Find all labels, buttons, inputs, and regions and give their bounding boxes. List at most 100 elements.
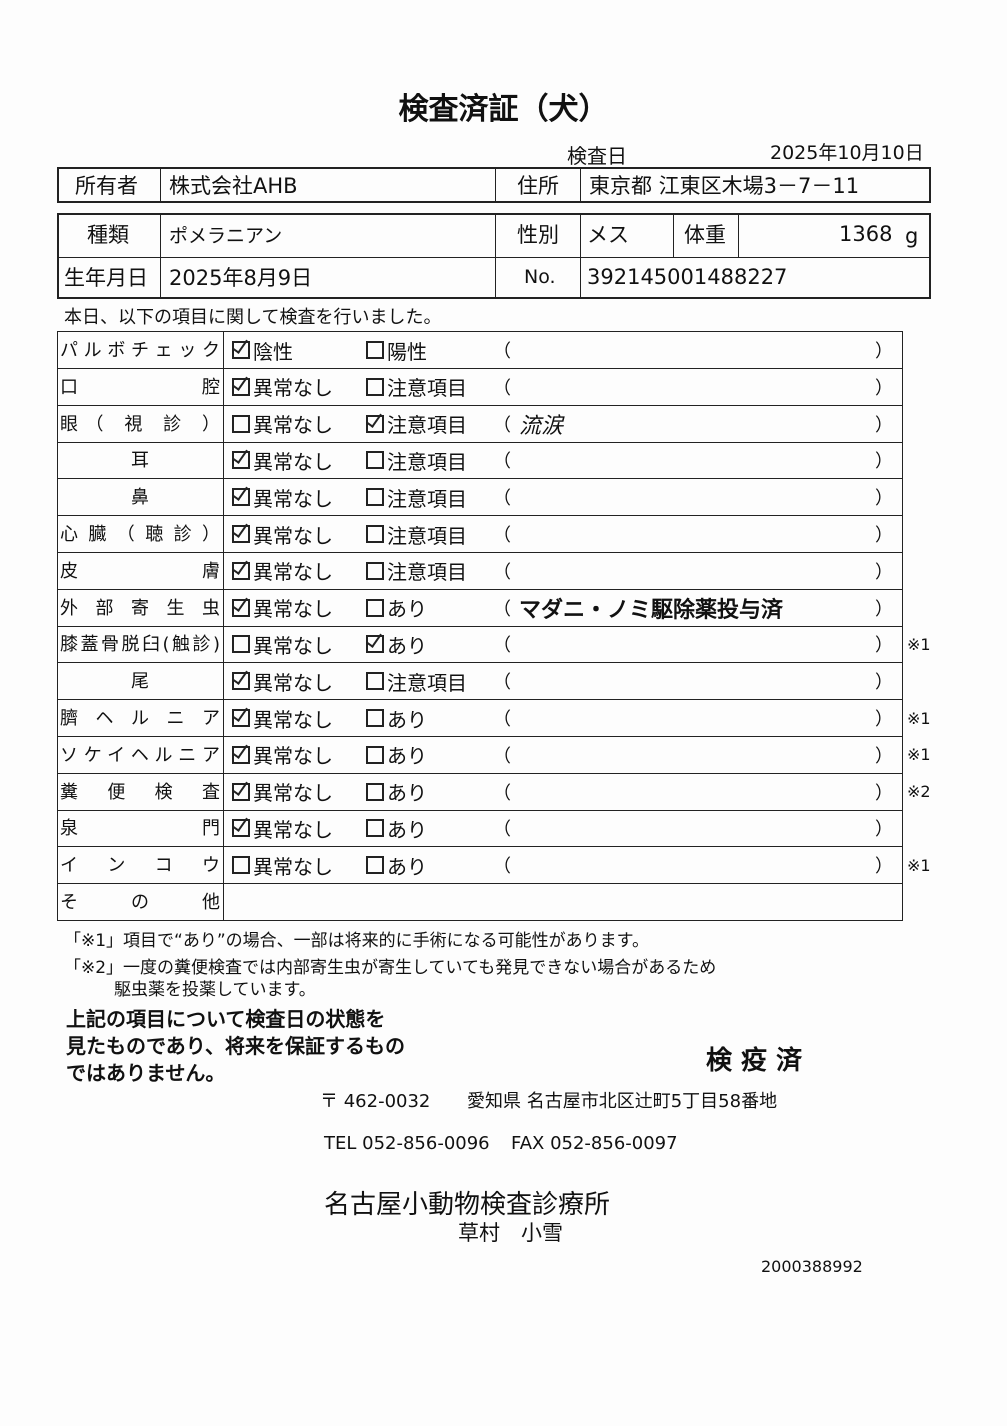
checkbox-icon[interactable] xyxy=(366,856,384,875)
checkbox-icon[interactable] xyxy=(366,488,384,507)
option-label: 注意項目 xyxy=(387,413,467,438)
sex-label: 性別 xyxy=(517,223,559,247)
option-label: 異常なし xyxy=(253,376,333,401)
paren-close: ） xyxy=(875,341,893,362)
note-mark: ※1 xyxy=(907,855,931,875)
checkbox-icon[interactable] xyxy=(366,341,384,359)
option-label: 異常なし xyxy=(253,670,333,695)
paren-close: ） xyxy=(875,488,893,510)
option-normal[interactable]: 異常なし xyxy=(232,774,333,810)
checkbox-icon[interactable] xyxy=(366,414,384,433)
checkbox-icon[interactable] xyxy=(232,377,250,396)
checkbox-icon[interactable] xyxy=(366,561,384,580)
option-normal[interactable]: 異常なし xyxy=(232,663,333,699)
option-abnormal[interactable]: 注意項目 xyxy=(366,479,467,515)
sex-value: メス xyxy=(587,223,629,247)
option-abnormal[interactable]: あり xyxy=(366,700,427,736)
table-row: 外 部 寄 生 虫 異常なし あり （ マダニ・ノミ駆除薬投与済 ） xyxy=(57,589,903,627)
table-row: 膝蓋骨脱臼(触診) 異常なし あり （ ） ※1 xyxy=(57,626,931,664)
option-abnormal[interactable]: 注意項目 xyxy=(366,516,467,552)
checkbox-icon[interactable] xyxy=(366,525,384,543)
option-abnormal[interactable]: 注意項目 xyxy=(366,663,467,699)
option-normal[interactable]: 異常なし xyxy=(232,737,333,773)
postal-code: 〒 462-0032 xyxy=(320,1091,431,1112)
option-normal[interactable]: 異常なし xyxy=(232,590,333,626)
option-normal[interactable]: 異常なし xyxy=(232,847,333,883)
option-abnormal[interactable]: 陽性 xyxy=(366,332,427,368)
option-normal[interactable]: 陰性 xyxy=(232,332,293,368)
checkbox-icon[interactable] xyxy=(366,635,384,654)
option-normal[interactable]: 異常なし xyxy=(232,553,333,589)
checkbox-icon[interactable] xyxy=(232,709,250,727)
checkbox-icon[interactable] xyxy=(366,745,384,764)
checkbox-icon[interactable] xyxy=(232,856,250,875)
footnote-2: 「※2」一度の糞便検査では内部寄生虫が寄生していても発見できない場合があるため xyxy=(64,958,717,978)
table-row: 皮 膚 異常なし 注意項目 （ ） xyxy=(57,552,903,590)
checkbox-icon[interactable] xyxy=(232,525,250,543)
option-label: 異常なし xyxy=(253,486,333,511)
checkbox-icon[interactable] xyxy=(366,672,384,691)
option-label: 注意項目 xyxy=(387,670,467,695)
paren-close: ） xyxy=(875,451,893,473)
checkbox-icon[interactable] xyxy=(232,488,250,507)
option-label: 陽性 xyxy=(387,339,427,364)
option-abnormal[interactable]: あり xyxy=(366,847,427,883)
checkbox-icon[interactable] xyxy=(366,451,384,470)
paren-open: （ xyxy=(493,782,511,804)
option-normal[interactable]: 異常なし xyxy=(232,479,333,515)
paren-open: （ xyxy=(493,451,511,473)
checkbox-icon[interactable] xyxy=(366,782,384,801)
option-normal[interactable]: 異常なし xyxy=(232,810,333,846)
option-normal[interactable]: 異常なし xyxy=(232,369,333,405)
no-value: 392145001488227 xyxy=(587,265,788,289)
row-label: ソケイヘルニア xyxy=(60,744,220,766)
option-abnormal[interactable]: あり xyxy=(366,737,427,773)
checkbox-icon[interactable] xyxy=(366,598,384,617)
option-abnormal[interactable]: 注意項目 xyxy=(366,406,467,442)
row-label: 鼻 xyxy=(131,487,149,509)
paren-close: ） xyxy=(875,819,893,841)
option-abnormal[interactable]: あり xyxy=(366,774,427,810)
checkbox-icon[interactable] xyxy=(232,561,250,580)
checkbox-icon[interactable] xyxy=(232,341,250,359)
checkbox-icon[interactable] xyxy=(232,745,250,764)
option-normal[interactable]: 異常なし xyxy=(232,626,333,662)
option-abnormal[interactable]: あり xyxy=(366,590,427,626)
option-abnormal[interactable]: あり xyxy=(366,626,427,662)
option-normal[interactable]: 異常なし xyxy=(232,700,333,736)
checkbox-icon[interactable] xyxy=(232,672,250,691)
option-label: 異常なし xyxy=(253,781,333,806)
row-label: 泉 門 xyxy=(60,818,220,840)
option-normal[interactable]: 異常なし xyxy=(232,442,333,478)
table-row: パルボチェック 陰性 陽性 （ ） xyxy=(57,332,903,369)
checkbox-icon[interactable] xyxy=(232,414,250,433)
option-abnormal[interactable]: 注意項目 xyxy=(366,553,467,589)
weight-value: 1368 xyxy=(839,222,893,246)
owner-value: 株式会社AHB xyxy=(169,174,298,198)
option-normal[interactable]: 異常なし xyxy=(232,516,333,552)
checkbox-icon[interactable] xyxy=(366,709,384,727)
row-label: 糞 便 検 査 xyxy=(60,781,220,803)
option-abnormal[interactable]: 注意項目 xyxy=(366,442,467,478)
breed-value: ポメラニアン xyxy=(169,224,283,247)
option-abnormal[interactable]: あり xyxy=(366,810,427,846)
checkbox-icon[interactable] xyxy=(366,819,384,838)
checkbox-icon[interactable] xyxy=(366,377,384,396)
row-label: 臍 ヘ ル ニ ア xyxy=(60,708,220,729)
option-normal[interactable]: 異常なし xyxy=(232,406,333,442)
checkbox-icon[interactable] xyxy=(232,635,250,654)
option-label: 異常なし xyxy=(253,523,333,548)
checkbox-icon[interactable] xyxy=(232,782,250,801)
checkbox-icon[interactable] xyxy=(232,819,250,838)
table-row: 糞 便 検 査 異常なし あり （ ） ※2 xyxy=(57,773,931,811)
checkbox-icon[interactable] xyxy=(232,451,250,470)
paren-close: ） xyxy=(875,598,893,620)
paren-close: ） xyxy=(875,377,893,399)
checkbox-icon[interactable] xyxy=(232,598,250,617)
exam-date: 2025年10月10日 xyxy=(770,142,924,164)
clinic-tel: TEL 052-856-0096 xyxy=(324,1133,490,1154)
document-number: 2000388992 xyxy=(761,1257,863,1276)
option-abnormal[interactable]: 注意項目 xyxy=(366,369,467,405)
owner-label: 所有者 xyxy=(75,174,138,198)
